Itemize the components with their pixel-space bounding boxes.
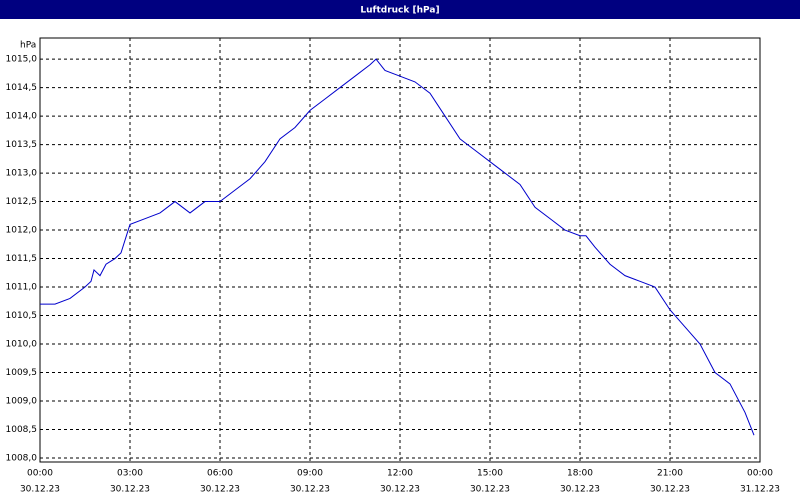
y-axis-label: hPa <box>20 41 36 51</box>
x-tick-label: 06:00 <box>207 469 233 479</box>
y-tick-label: 1011,0 <box>6 283 38 293</box>
y-tick-label: 1012,5 <box>6 197 38 207</box>
x-tick-date: 30.12.23 <box>200 485 240 495</box>
x-tick-date: 30.12.23 <box>650 485 690 495</box>
y-tick-label: 1015,0 <box>6 55 38 65</box>
x-tick-label: 00:00 <box>27 469 53 479</box>
y-tick-label: 1012,0 <box>6 226 38 236</box>
x-tick-date: 30.12.23 <box>470 485 510 495</box>
y-tick-label: 1013,5 <box>6 140 38 150</box>
x-tick-label: 18:00 <box>567 469 593 479</box>
y-tick-label: 1010,5 <box>6 311 38 321</box>
title-bar <box>0 0 800 19</box>
x-tick-date: 30.12.23 <box>20 485 60 495</box>
x-tick-label: 03:00 <box>117 469 143 479</box>
y-tick-label: 1014,0 <box>6 112 38 122</box>
x-tick-date: 30.12.23 <box>110 485 150 495</box>
x-tick-date: 31.12.23 <box>740 485 780 495</box>
x-tick-date: 30.12.23 <box>290 485 330 495</box>
y-tick-label: 1008,0 <box>6 454 38 464</box>
y-tick-label: 1011,5 <box>6 254 38 264</box>
y-tick-label: 1013,0 <box>6 169 38 179</box>
x-tick-label: 21:00 <box>657 469 683 479</box>
x-tick-label: 15:00 <box>477 469 503 479</box>
x-tick-date: 30.12.23 <box>560 485 600 495</box>
y-tick-label: 1014,5 <box>6 83 38 93</box>
y-tick-label: 1009,5 <box>6 368 38 378</box>
x-tick-label: 12:00 <box>387 469 413 479</box>
y-tick-label: 1008,5 <box>6 425 38 435</box>
y-tick-label: 1009,0 <box>6 397 38 407</box>
data-line <box>40 58 755 436</box>
y-tick-label: 1010,0 <box>6 340 38 350</box>
chart-title: Luftdruck [hPa] <box>360 6 439 16</box>
x-tick-label: 09:00 <box>297 469 323 479</box>
x-tick-date: 30.12.23 <box>380 485 420 495</box>
x-tick-label: 00:00 <box>747 469 773 479</box>
